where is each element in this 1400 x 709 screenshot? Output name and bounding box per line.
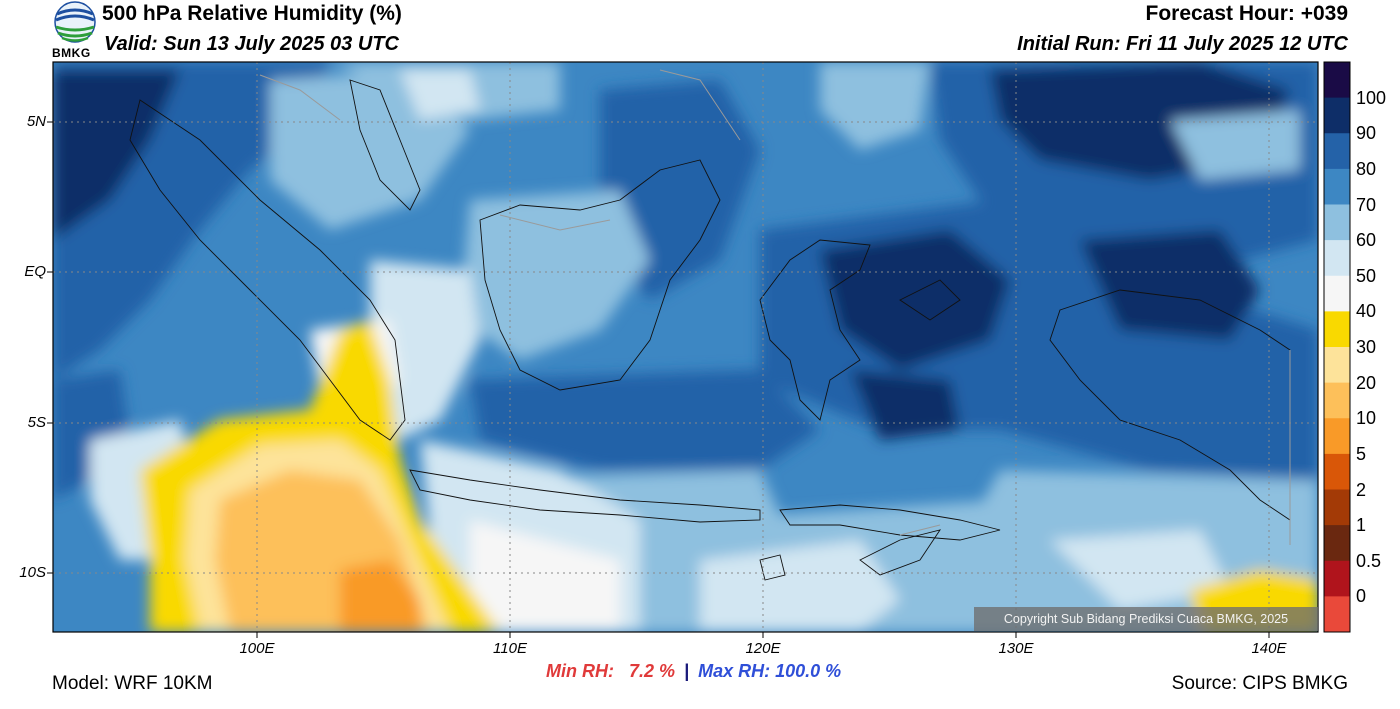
colorbar-label: 50: [1356, 265, 1377, 286]
forecast-hour: Forecast Hour: +039: [1145, 2, 1349, 25]
colorbar-label: 1: [1356, 515, 1367, 536]
colorbar-swatch: [1324, 62, 1350, 99]
colorbar-swatch: [1324, 133, 1350, 170]
lon-label-120e: 120E: [745, 640, 781, 657]
colorbar-label: 90: [1356, 123, 1377, 144]
axis-ticks: [47, 121, 1270, 638]
colorbar-swatch: [1324, 560, 1350, 597]
colorbar-swatch: [1324, 453, 1350, 490]
valid-time: Valid: Sun 13 July 2025 03 UTC: [104, 33, 399, 55]
lon-label-130e: 130E: [998, 640, 1034, 657]
lon-label-100e: 100E: [239, 640, 275, 657]
colorbar-swatch: [1324, 596, 1350, 633]
data-source: Source: CIPS BMKG: [1171, 673, 1348, 694]
map-title: 500 hPa Relative Humidity (%): [102, 2, 402, 25]
colorbar-swatch: [1324, 489, 1350, 526]
colorbar-swatch: [1324, 311, 1350, 348]
bmkg-logo: BMKG: [50, 0, 100, 60]
min-rh: Min RH: 7.2 %: [546, 661, 676, 681]
colorbar-label: 20: [1356, 372, 1377, 393]
stats-separator: |: [684, 661, 690, 681]
colorbar-label: 10: [1356, 408, 1377, 429]
graticule: [53, 62, 1318, 632]
colorbar-label: 80: [1356, 158, 1377, 179]
lat-label-eq: EQ: [24, 263, 46, 280]
initial-run: Initial Run: Fri 11 July 2025 12 UTC: [1017, 33, 1348, 55]
copyright-notice: Copyright Sub Bidang Prediksi Cuaca BMKG…: [974, 607, 1318, 631]
map-frame: [52, 61, 1319, 633]
lon-label-140e: 140E: [1251, 640, 1287, 657]
humidity-field: [53, 62, 1318, 632]
colorbar-swatch: [1324, 168, 1350, 205]
colorbar-label: 0: [1356, 586, 1367, 607]
colorbar-swatch: [1324, 97, 1350, 134]
logo-text: BMKG: [52, 46, 91, 60]
lat-label-5n: 5N: [26, 113, 46, 130]
colorbar-swatch: [1324, 382, 1350, 419]
max-rh: Max RH: 100.0 %: [698, 661, 842, 681]
colorbar-label: 5: [1356, 443, 1367, 464]
national-borders: [259, 69, 1291, 545]
colorbar-label: 40: [1356, 301, 1377, 322]
colorbar-swatch: [1324, 525, 1350, 562]
lat-label-5s: 5S: [27, 414, 46, 431]
bmkg-logo-icon: [54, 1, 96, 43]
colorbar-label: 30: [1356, 337, 1377, 357]
colorbar-label: 70: [1356, 194, 1377, 215]
colorbar-frame: [1323, 61, 1351, 633]
coastlines: [129, 79, 1291, 581]
colorbar-label: 60: [1356, 230, 1377, 251]
colorbar-label: 0.5: [1356, 550, 1382, 571]
colorbar-swatch: [1324, 240, 1350, 277]
colorbar-swatch: [1324, 347, 1350, 384]
colorbar-label: 2: [1356, 479, 1367, 500]
lon-label-110e: 110E: [493, 640, 527, 657]
colorbar-label: 100: [1356, 87, 1387, 108]
lat-label-10s: 10S: [19, 564, 46, 581]
colorbar: [1323, 61, 1351, 633]
colorbar-swatch: [1324, 204, 1350, 241]
model-name: Model: WRF 10KM: [52, 673, 213, 694]
colorbar-swatch: [1324, 275, 1350, 312]
rh-stats: Min RH: 7.2 % | Max RH: 100.0 %: [546, 660, 841, 682]
colorbar-swatch: [1324, 418, 1350, 455]
